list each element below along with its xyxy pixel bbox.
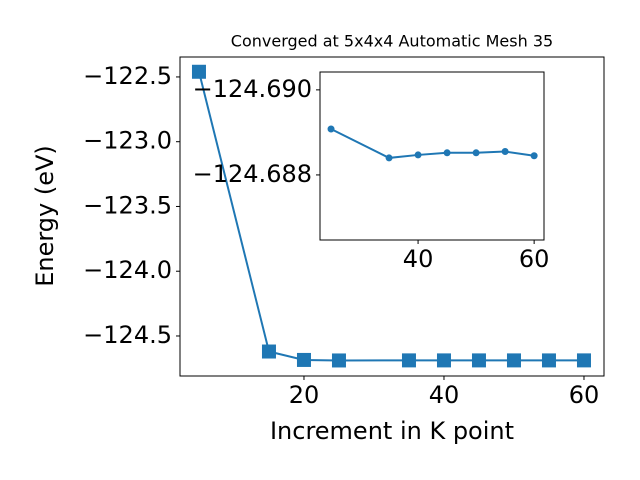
- x-tick-label: 40: [403, 245, 434, 273]
- marker: [506, 353, 521, 368]
- y-tick-label: −123.5: [83, 191, 172, 219]
- x-tick-label: 60: [569, 381, 600, 409]
- plot-area: [319, 71, 545, 241]
- marker: [385, 154, 393, 162]
- marker: [331, 353, 346, 368]
- marker: [501, 148, 509, 156]
- y-tick-label: −124.0: [83, 256, 172, 284]
- marker: [443, 149, 451, 157]
- marker: [261, 344, 276, 359]
- chart-title: Converged at 5x4x4 Automatic Mesh 35: [231, 32, 553, 51]
- marker: [436, 353, 451, 368]
- x-tick-label: 60: [519, 245, 550, 273]
- marker: [530, 152, 538, 160]
- x-tick-label: 40: [429, 381, 460, 409]
- y-tick-label: −122.5: [83, 62, 172, 90]
- marker: [327, 125, 335, 133]
- marker: [296, 352, 311, 367]
- y-tick-label: −124.690: [193, 75, 312, 103]
- marker: [472, 149, 480, 157]
- line: [197, 71, 584, 362]
- marker: [576, 353, 591, 368]
- x-axis-label: Increment in K point: [270, 417, 514, 445]
- y-tick-label: −124.688: [193, 160, 312, 188]
- marker: [191, 64, 206, 79]
- y-tick-label: −123.0: [83, 127, 172, 155]
- marker: [401, 353, 416, 368]
- y-tick-label: −124.5: [83, 321, 172, 349]
- x-tick-label: 20: [289, 381, 320, 409]
- marker: [471, 353, 486, 368]
- y-axis-label: Energy (eV): [31, 145, 59, 287]
- marker: [414, 151, 422, 159]
- marker: [541, 353, 556, 368]
